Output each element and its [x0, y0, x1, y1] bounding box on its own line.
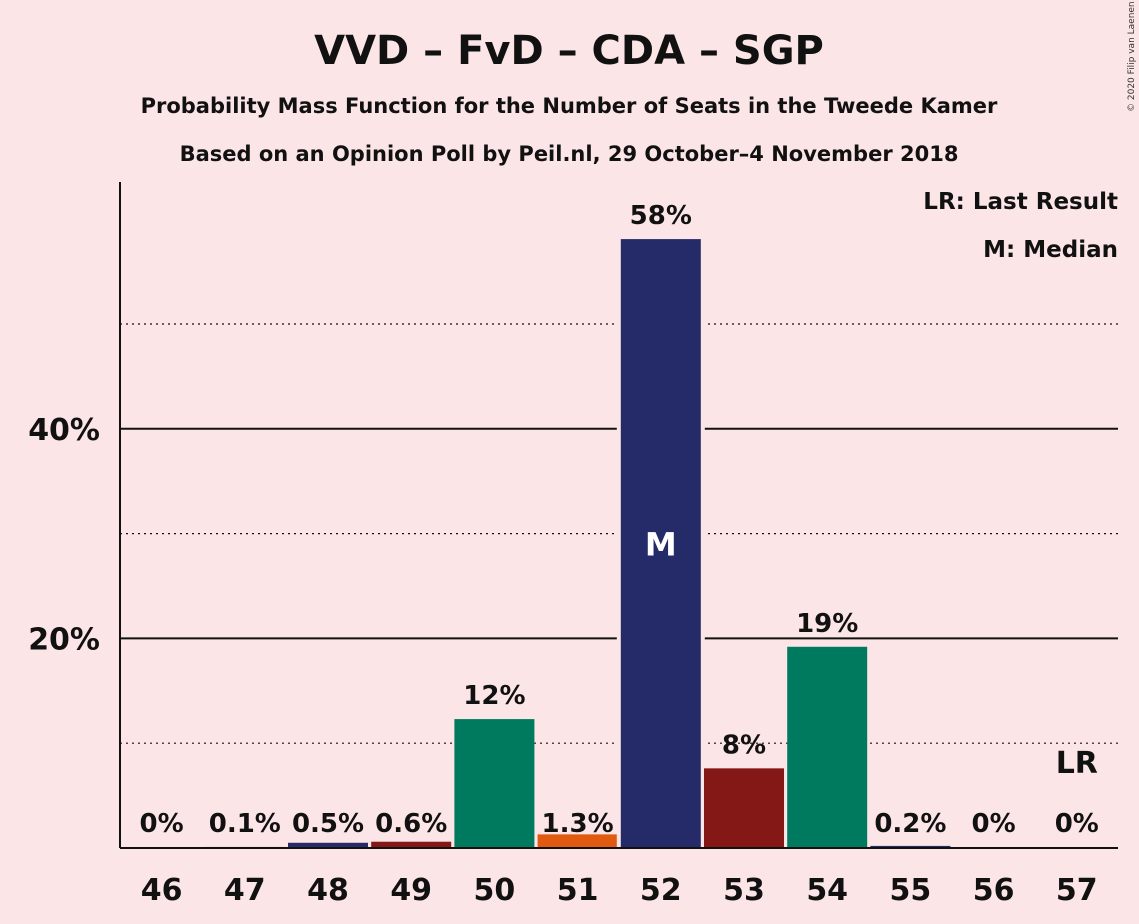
x-tick-label: 56 [973, 873, 1015, 908]
y-tick-label: 20% [28, 622, 100, 657]
median-marker: M [645, 526, 677, 564]
x-tick-label: 53 [723, 873, 765, 908]
x-tick-label: 54 [806, 873, 848, 908]
copyright: © 2020 Filip van Laenen [1127, 1, 1137, 112]
x-tick-label: 55 [890, 873, 932, 908]
bars [204, 239, 951, 848]
legend-last-result: LR: Last Result [923, 189, 1118, 215]
data-label: 0.6% [375, 809, 447, 839]
x-tick-label: 47 [224, 873, 266, 908]
bar [454, 719, 535, 848]
bar [620, 239, 701, 848]
bar [288, 842, 368, 848]
x-tick-label: 46 [141, 873, 183, 908]
last-result-marker: LR [1056, 746, 1098, 781]
x-tick-label: 48 [307, 873, 349, 908]
bar [537, 834, 618, 848]
data-label: 1.3% [542, 809, 614, 839]
data-label: 0.1% [209, 809, 281, 839]
chart-subtitle: Probability Mass Function for the Number… [141, 94, 998, 118]
data-label: 8% [722, 730, 766, 760]
x-tick-label: 57 [1056, 873, 1098, 908]
data-label: 19% [796, 609, 858, 639]
chart-title: VVD – FvD – CDA – SGP [314, 28, 824, 74]
data-label: 0% [972, 809, 1016, 839]
y-axis: 20% 40% [28, 182, 121, 848]
data-label: 58% [630, 201, 692, 231]
x-tick-label: 52 [640, 873, 682, 908]
data-labels: 0% 0.1% 0.5% 0.6% 12% 1.3% M 58% 8% 19% 0.2% 0% 0% LR [140, 201, 1099, 839]
data-label: 0% [140, 809, 184, 839]
legend-median: M: Median [983, 237, 1118, 263]
data-label: 0.2% [874, 809, 946, 839]
y-tick-label: 40% [28, 413, 100, 448]
bar [371, 841, 452, 848]
bar [704, 768, 784, 848]
x-axis: 46 47 48 49 50 51 52 53 54 55 56 57 [120, 847, 1118, 908]
data-label: 0.5% [292, 809, 364, 839]
data-label: 12% [463, 681, 525, 711]
bar [870, 845, 951, 848]
chart-source: Based on an Opinion Poll by Peil.nl, 29 … [180, 142, 959, 166]
x-tick-label: 49 [390, 873, 432, 908]
data-label: 0% [1055, 809, 1099, 839]
bar [787, 646, 868, 848]
x-tick-label: 51 [557, 873, 599, 908]
x-tick-label: 50 [474, 873, 516, 908]
